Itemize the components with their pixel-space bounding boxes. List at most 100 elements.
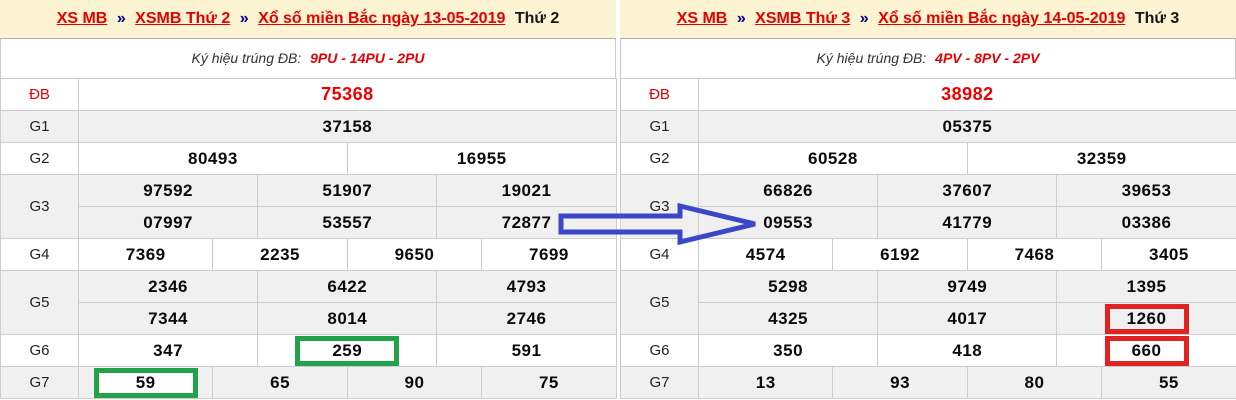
prize-row: G7 59 65 90 75 <box>0 366 617 399</box>
prize-cell: 660 <box>1056 334 1236 367</box>
prize-row: G6 347 259 591 <box>0 334 617 367</box>
prize-cell: 93 <box>832 366 968 399</box>
prize-label: G6 <box>0 334 79 367</box>
prize-cell: 66826 <box>697 174 879 207</box>
prize-label: G7 <box>620 366 699 399</box>
breadcrumb-separator: » <box>736 10 746 27</box>
prize-cell: 80493 <box>78 142 348 175</box>
prize-row: 07997 53557 72877 <box>0 206 617 239</box>
symbol-row: Ký hiệu trúng ĐB: 9PU - 14PU - 2PU <box>0 39 616 78</box>
prize-cell: 09553 <box>697 206 879 239</box>
breadcrumb-link-date[interactable]: Xổ số miền Bắc ngày 13-05-2019 <box>258 10 506 27</box>
prize-row: 7344 8014 2746 <box>0 302 617 335</box>
prize-cell: 9650 <box>346 238 483 271</box>
highlight-box-red: 1260 <box>1104 303 1189 334</box>
prize-cell: 5298 <box>697 270 879 303</box>
prize-row: G3 97592 51907 19021 <box>0 174 617 239</box>
symbol-value: 4PV - 8PV - 2PV <box>935 50 1040 66</box>
prize-cell: 13 <box>697 366 834 399</box>
prize-cell: 347 <box>77 334 259 367</box>
breadcrumb-suffix: Thứ 2 <box>514 10 560 27</box>
breadcrumb-separator: » <box>116 10 126 27</box>
prize-cell: 75368 <box>78 78 617 111</box>
prize-row: G5 5298 9749 1395 <box>620 270 1236 335</box>
prize-cell: 03386 <box>1056 206 1236 239</box>
prize-cell: 3405 <box>1101 238 1236 271</box>
prize-cell: 60528 <box>698 142 968 175</box>
prize-cell: 32359 <box>966 142 1236 175</box>
highlight-box-green: 59 <box>93 367 198 398</box>
prize-row: G2 80493 16955 <box>0 142 617 175</box>
breadcrumb-link-weekday[interactable]: XSMB Thứ 3 <box>755 10 851 27</box>
prize-cell: 53557 <box>257 206 438 239</box>
prize-cell: 350 <box>697 334 879 367</box>
prize-cell: 80 <box>966 366 1103 399</box>
prize-row: ĐB 38982 <box>620 78 1236 111</box>
prize-label: G2 <box>620 142 699 175</box>
prize-label: G1 <box>620 110 699 143</box>
prize-row: G5 2346 6422 4793 <box>0 270 617 335</box>
prize-cell: 72877 <box>436 206 617 239</box>
prize-cell: 90 <box>346 366 483 399</box>
prize-row: G3 66826 37607 39653 <box>620 174 1236 239</box>
prize-cell: 97592 <box>77 174 259 207</box>
prize-cell: 07997 <box>77 206 259 239</box>
prize-row: G1 05375 <box>620 110 1236 143</box>
prize-table-tuesday: ĐB 38982 G1 05375 G2 60528 32359 G3 66826 37607 39… <box>620 78 1236 399</box>
prize-cell: 591 <box>436 334 617 367</box>
prize-cell: 418 <box>877 334 1058 367</box>
symbol-row: Ký hiệu trúng ĐB: 4PV - 8PV - 2PV <box>620 39 1236 78</box>
prize-label: G1 <box>0 110 79 143</box>
prize-cell: 51907 <box>257 174 438 207</box>
prize-cell: 7369 <box>77 238 214 271</box>
prize-cell: 2346 <box>77 270 259 303</box>
symbol-value: 9PU - 14PU - 2PU <box>310 50 425 66</box>
breadcrumb-link-xsmb[interactable]: XS MB <box>56 10 108 27</box>
prize-row: ĐB 75368 <box>0 78 617 111</box>
breadcrumb-separator: » <box>859 10 869 27</box>
prize-cell: 2235 <box>212 238 348 271</box>
prize-cell: 2746 <box>436 302 617 335</box>
prize-cell: 65 <box>212 366 348 399</box>
prize-label: G5 <box>0 270 79 335</box>
breadcrumb-link-xsmb[interactable]: XS MB <box>676 10 728 27</box>
prize-cell: 05375 <box>698 110 1236 143</box>
prize-row: G4 7369 2235 9650 7699 <box>0 238 617 271</box>
prize-cell: 4017 <box>877 302 1058 335</box>
prize-cell: 259 <box>257 334 438 367</box>
prize-row: 4325 4017 1260 <box>620 302 1236 335</box>
prize-cell: 4793 <box>436 270 617 303</box>
prize-label: G5 <box>620 270 699 335</box>
prize-row: G1 37158 <box>0 110 617 143</box>
prize-row: 09553 41779 03386 <box>620 206 1236 239</box>
prize-cell: 1260 <box>1056 302 1236 335</box>
prize-cell: 16955 <box>346 142 617 175</box>
prize-row: G4 4574 6192 7468 3405 <box>620 238 1236 271</box>
breadcrumb-link-date[interactable]: Xổ số miền Bắc ngày 14-05-2019 <box>878 10 1126 27</box>
prize-cell: 37158 <box>78 110 617 143</box>
prize-label: G2 <box>0 142 79 175</box>
prize-cell: 39653 <box>1056 174 1236 207</box>
highlight-box-green: 259 <box>295 335 400 366</box>
breadcrumb-link-weekday[interactable]: XSMB Thứ 2 <box>135 10 231 27</box>
prize-label: ĐB <box>0 78 79 111</box>
prize-label: G7 <box>0 366 79 399</box>
prize-cell: 1395 <box>1056 270 1236 303</box>
prize-cell: 19021 <box>436 174 617 207</box>
prize-cell: 7468 <box>966 238 1103 271</box>
prize-cell: 41779 <box>877 206 1058 239</box>
breadcrumb-suffix: Thứ 3 <box>1134 10 1180 27</box>
prize-row: G7 13 93 80 55 <box>620 366 1236 399</box>
prize-row: G6 350 418 660 <box>620 334 1236 367</box>
prize-cell: 7699 <box>481 238 617 271</box>
prize-cell: 8014 <box>257 302 438 335</box>
lottery-panel-tuesday: XS MB » XSMB Thứ 3 » Xổ số miền Bắc ngày… <box>620 0 1236 400</box>
prize-label: G4 <box>0 238 79 271</box>
prize-cell: 6192 <box>832 238 968 271</box>
breadcrumb-separator: » <box>239 10 249 27</box>
prize-cell: 9749 <box>877 270 1058 303</box>
breadcrumb: XS MB » XSMB Thứ 3 » Xổ số miền Bắc ngày… <box>620 0 1236 39</box>
prize-cell: 55 <box>1101 366 1236 399</box>
prize-row: G2 60528 32359 <box>620 142 1236 175</box>
